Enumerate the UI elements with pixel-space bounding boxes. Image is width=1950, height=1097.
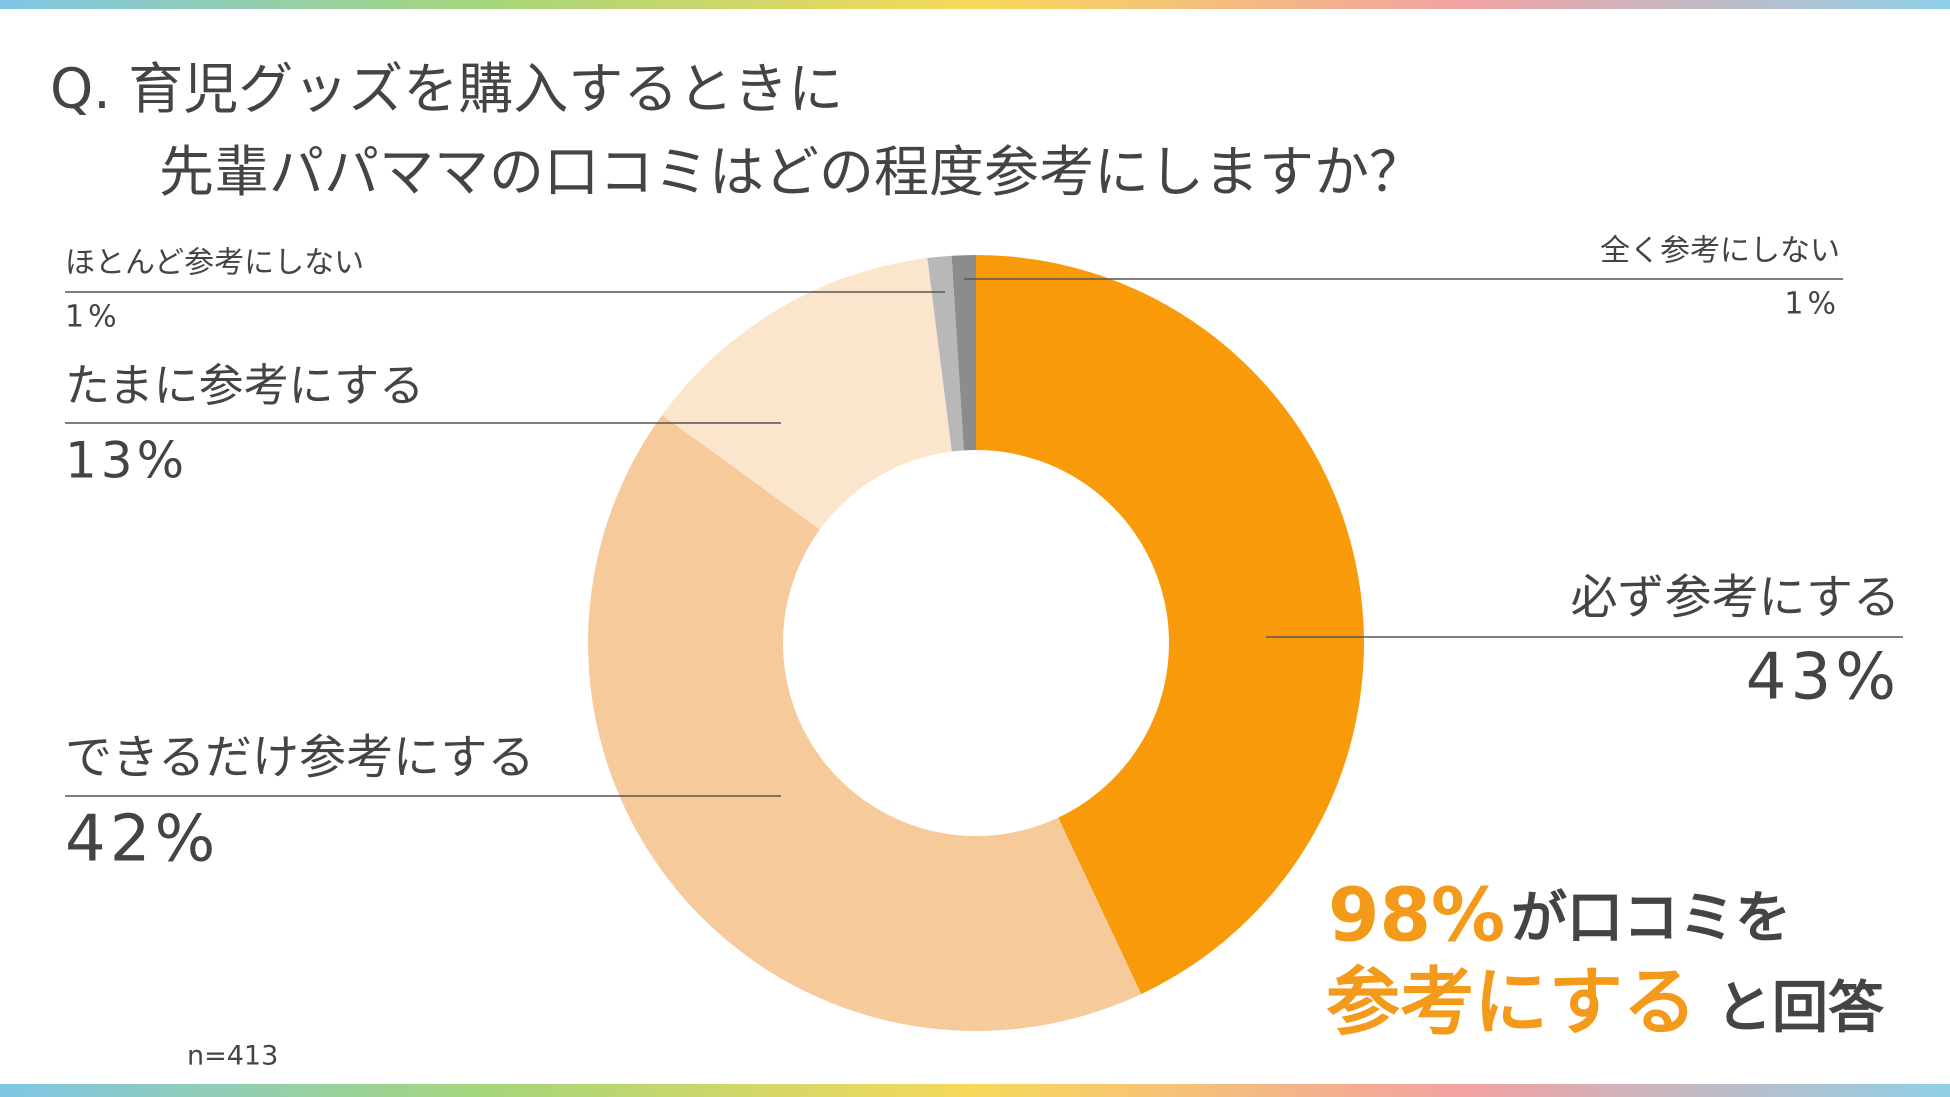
note: n=413 [187,1041,278,1072]
donut-slice [951,255,976,451]
annotation-text: が口コミを [1511,886,1791,951]
slice-label: ほとんど参考にしない [65,246,364,281]
slice-label: 全く参考にしない [1600,234,1840,269]
donut-slice [927,255,964,452]
slice-label: たまに参考にする [65,359,424,412]
donut-slice [662,258,952,530]
annotation-highlight: 98% [1328,873,1505,959]
annotation-text: と回答 [1716,976,1885,1041]
value-label: 43% [1746,641,1900,715]
annotation-highlight: 参考にする [1326,960,1697,1046]
slice-label: できるだけ参考にする [65,731,535,786]
bottom-band [0,1084,1950,1097]
value-label: 1% [65,300,121,335]
value-label: 13% [65,432,188,490]
title-line: Q. 育児グッズを購入するときに [50,57,843,121]
top-band [0,0,1950,9]
slice-label: 必ず参考にする [1571,571,1900,626]
value-label: 1% [1784,287,1840,322]
donut-slice [976,255,1364,995]
donut-slice [588,414,1142,1031]
value-label: 42% [65,803,219,877]
title-line: 先輩パパママの口コミはどの程度参考にしますか？ [159,140,1424,204]
